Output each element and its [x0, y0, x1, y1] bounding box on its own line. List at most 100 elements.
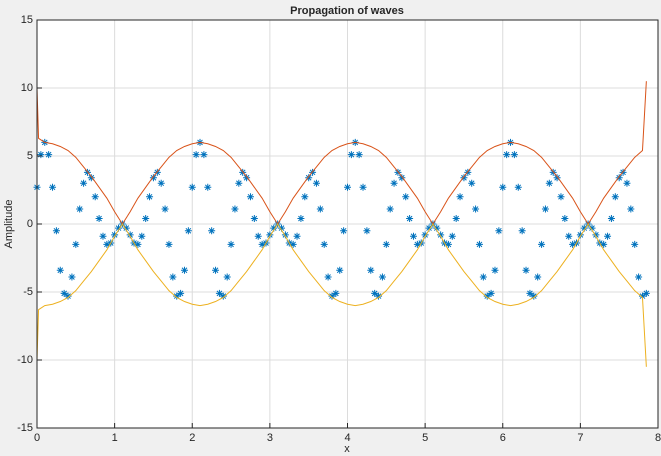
- marker: [173, 292, 181, 300]
- marker: [115, 224, 123, 232]
- x-tick-label: 3: [267, 432, 273, 444]
- marker: [425, 224, 433, 232]
- marker: [627, 205, 635, 213]
- marker: [231, 205, 239, 213]
- marker: [332, 289, 340, 297]
- marker: [569, 240, 577, 248]
- marker: [278, 224, 286, 232]
- marker: [398, 174, 406, 182]
- marker: [208, 227, 216, 235]
- marker: [541, 205, 549, 213]
- marker: [134, 240, 142, 248]
- marker: [95, 215, 103, 223]
- marker: [212, 266, 220, 274]
- marker: [495, 227, 503, 235]
- marker: [623, 179, 631, 187]
- marker: [99, 232, 107, 240]
- marker: [289, 240, 297, 248]
- marker: [565, 232, 573, 240]
- y-tick-label: -10: [17, 354, 33, 366]
- marker: [146, 193, 154, 201]
- marker: [367, 266, 375, 274]
- marker: [324, 273, 332, 281]
- marker: [126, 231, 134, 239]
- marker: [444, 240, 452, 248]
- x-tick-label: 2: [189, 432, 195, 444]
- series-line: [36, 81, 647, 225]
- marker: [503, 151, 511, 159]
- marker: [460, 174, 468, 182]
- marker: [530, 292, 538, 300]
- marker: [390, 179, 398, 187]
- x-tick-label: 6: [500, 432, 506, 444]
- marker: [402, 193, 410, 201]
- marker: [312, 179, 320, 187]
- marker: [297, 215, 305, 223]
- marker: [371, 289, 379, 297]
- marker: [452, 215, 460, 223]
- marker: [45, 151, 53, 159]
- marker: [526, 289, 534, 297]
- marker: [382, 240, 390, 248]
- marker: [472, 205, 480, 213]
- marker: [487, 289, 495, 297]
- marker: [518, 227, 526, 235]
- marker: [111, 231, 119, 239]
- marker: [122, 224, 130, 232]
- marker: [200, 151, 208, 159]
- marker: [592, 231, 600, 239]
- marker: [188, 183, 196, 191]
- marker: [305, 174, 313, 182]
- marker: [68, 273, 76, 281]
- marker: [49, 183, 57, 191]
- marker: [316, 205, 324, 213]
- marker: [165, 240, 173, 248]
- marker: [456, 193, 464, 201]
- marker: [37, 151, 45, 159]
- marker: [468, 179, 476, 187]
- marker: [483, 292, 491, 300]
- marker: [642, 289, 650, 297]
- marker: [266, 231, 274, 239]
- marker: [607, 215, 615, 223]
- marker: [169, 273, 177, 281]
- marker: [138, 232, 146, 240]
- marker: [243, 174, 251, 182]
- marker: [561, 215, 569, 223]
- marker: [192, 151, 200, 159]
- marker: [64, 292, 72, 300]
- marker: [406, 215, 414, 223]
- x-axis-label: x: [344, 443, 350, 455]
- marker: [184, 227, 192, 235]
- marker: [235, 179, 243, 187]
- marker: [347, 151, 355, 159]
- chart-title: Propagation of waves: [290, 5, 404, 17]
- series-line: [36, 223, 647, 367]
- marker: [72, 240, 80, 248]
- marker: [336, 266, 344, 274]
- marker: [409, 232, 417, 240]
- x-tick-label: 0: [34, 432, 40, 444]
- marker: [328, 292, 336, 300]
- marker: [510, 151, 518, 159]
- marker: [301, 193, 309, 201]
- marker: [161, 205, 169, 213]
- marker: [355, 151, 363, 159]
- marker: [479, 273, 487, 281]
- marker: [359, 183, 367, 191]
- marker: [320, 240, 328, 248]
- marker: [56, 266, 64, 274]
- marker: [60, 289, 68, 297]
- marker: [631, 240, 639, 248]
- marker: [448, 232, 456, 240]
- marker: [180, 266, 188, 274]
- marker: [246, 193, 254, 201]
- marker: [635, 273, 643, 281]
- x-tick-label: 1: [112, 432, 118, 444]
- x-tick-label: 7: [577, 432, 583, 444]
- marker: [600, 240, 608, 248]
- marker: [204, 183, 212, 191]
- marker: [580, 224, 588, 232]
- marker: [52, 227, 60, 235]
